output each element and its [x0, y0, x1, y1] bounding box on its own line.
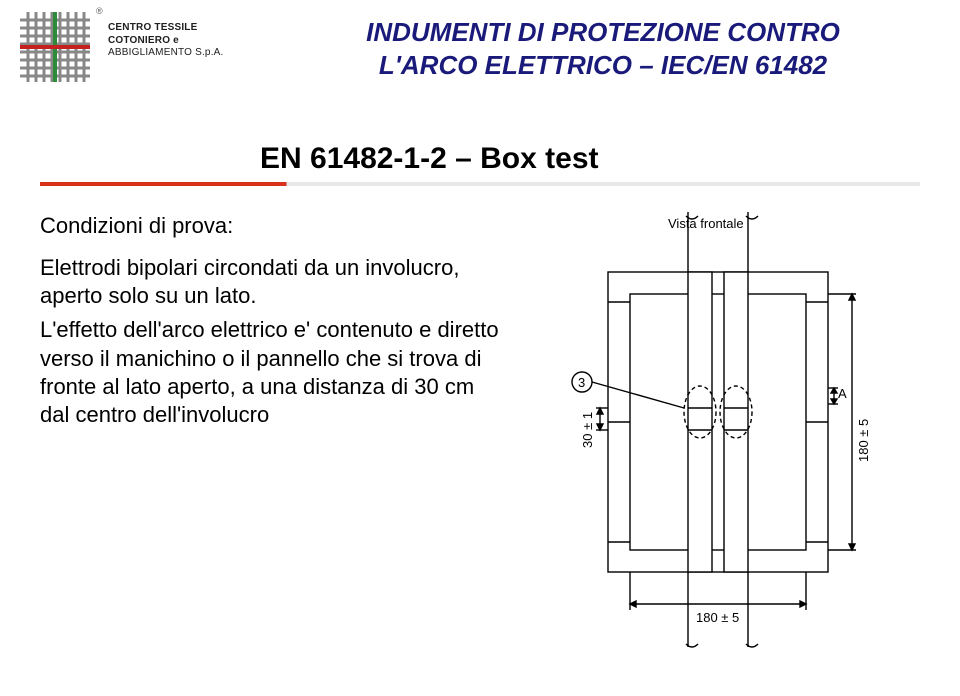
diagram-caption: Vista frontale	[668, 216, 744, 231]
org-line-3: ABBIGLIAMENTO S.p.A.	[108, 47, 248, 60]
dim-bottom: 180 ± 5	[696, 610, 739, 625]
logo	[20, 12, 90, 82]
dim-right: 180 ± 5	[856, 419, 871, 462]
conditions-heading: Condizioni di prova:	[40, 212, 505, 240]
paragraph-2: L'effetto dell'arco elettrico e' contenu…	[40, 316, 505, 429]
org-line-2: COTONIERO e	[108, 35, 248, 48]
header: ® CENTRO TESSILE COTONIERO e ABBIGLIAMEN…	[0, 0, 960, 82]
diagram: Vista frontale	[525, 212, 930, 652]
dim-left: 30 ± 1	[580, 412, 595, 448]
org-name: CENTRO TESSILE COTONIERO e ABBIGLIAMENTO…	[108, 12, 248, 60]
title-line-2: L'ARCO ELETTRICO – IEC/EN 61482	[266, 49, 940, 82]
page-title: INDUMENTI DI PROTEZIONE CONTRO L'ARCO EL…	[266, 12, 940, 81]
org-line-1: CENTRO TESSILE	[108, 22, 248, 35]
diagram-marker: 3	[578, 375, 585, 390]
paragraph-1: Elettrodi bipolari circondati da un invo…	[40, 254, 505, 310]
registered-mark: ®	[96, 6, 103, 16]
dim-right-a: A	[838, 386, 847, 401]
title-line-1: INDUMENTI DI PROTEZIONE CONTRO	[266, 16, 940, 49]
content: Condizioni di prova: Elettrodi bipolari …	[0, 186, 960, 652]
body-text: Condizioni di prova: Elettrodi bipolari …	[40, 212, 505, 652]
subtitle: EN 61482-1-2 – Box test	[260, 142, 960, 176]
